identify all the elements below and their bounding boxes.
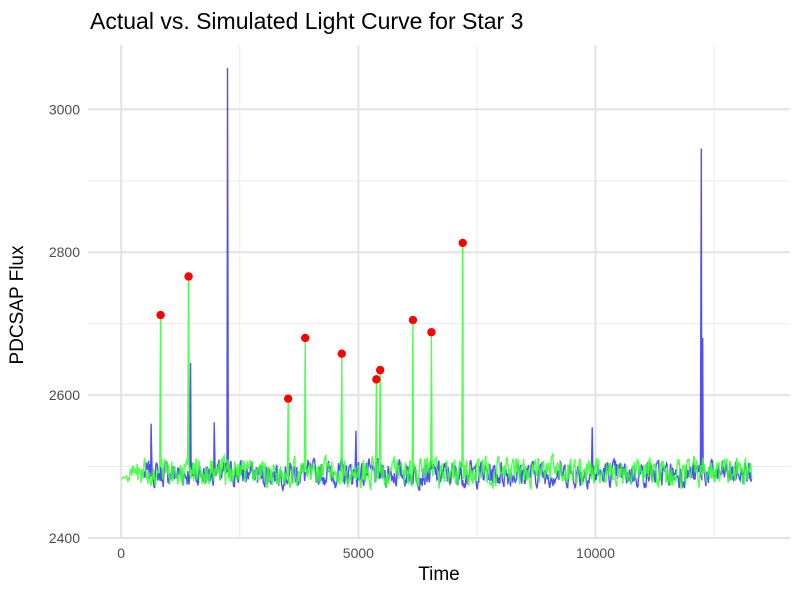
x-tick-label: 5000 <box>343 545 374 561</box>
chart-title: Actual vs. Simulated Light Curve for Sta… <box>90 8 524 34</box>
flare-marker-point <box>184 272 193 281</box>
y-tick-label: 2400 <box>49 530 80 546</box>
y-tick-label: 2600 <box>49 387 80 403</box>
y-axis-label: PDCSAP Flux <box>7 245 28 365</box>
actual-series-line <box>143 67 753 493</box>
flare-marker-point <box>283 394 293 403</box>
grid-lines <box>88 45 790 539</box>
x-axis-label: Time <box>418 564 460 585</box>
flare-marker-point <box>372 375 381 384</box>
simulated-series-line <box>121 242 753 492</box>
tick-labels: 0 5000 10000 2400 2600 2800 3000 <box>49 101 615 561</box>
flare-marker-point <box>337 349 346 358</box>
y-tick-label: 3000 <box>49 101 80 117</box>
flare-marker-point <box>408 315 418 325</box>
flare-marker-point <box>301 333 310 343</box>
flare-marker-point <box>458 238 467 248</box>
x-tick-label: 0 <box>117 545 125 561</box>
y-tick-label: 2800 <box>49 244 80 260</box>
flare-marker-point <box>427 328 436 337</box>
flare-marker-point <box>375 365 385 375</box>
x-tick-label: 10000 <box>576 545 615 561</box>
flare-markers <box>156 238 467 403</box>
series-layer <box>121 67 753 493</box>
flare-marker-point <box>156 310 165 320</box>
